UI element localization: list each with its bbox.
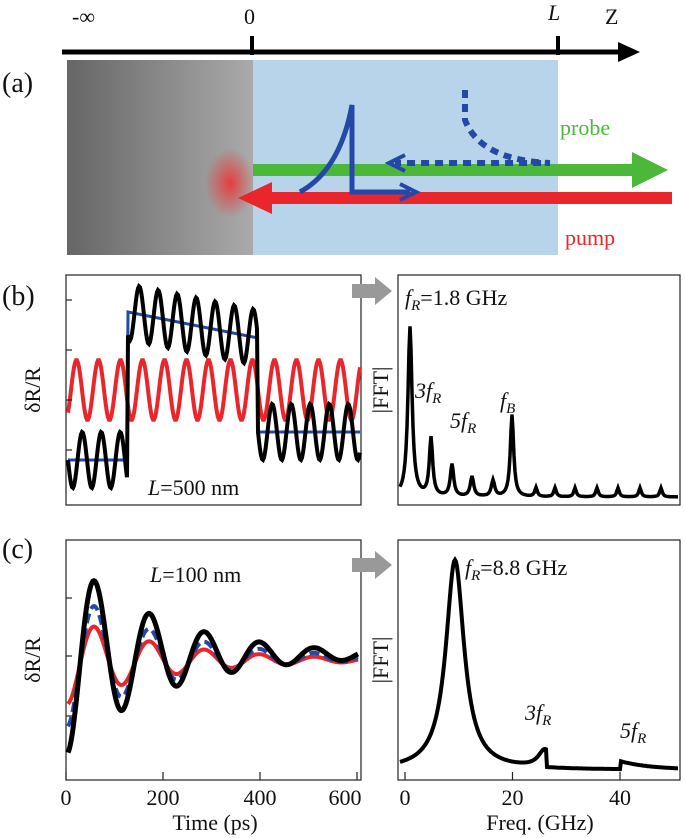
pump-label: pump xyxy=(565,225,615,250)
peak-symbol: f xyxy=(500,388,509,413)
peak-label: fR=1.8 GHz xyxy=(405,285,507,314)
peak-label: 5fR xyxy=(450,408,476,437)
z-arrow xyxy=(618,42,640,62)
fft-label: |FFT| xyxy=(368,637,393,684)
annotation-text: =100 nm xyxy=(162,562,241,587)
x-label: Time (ps) xyxy=(172,810,257,835)
peak-label: 3fR xyxy=(414,378,441,407)
probe-label: probe xyxy=(560,115,610,140)
peak-label: fR=8.8 GHz xyxy=(465,555,567,584)
strain-pulse xyxy=(298,104,410,195)
film-region xyxy=(253,60,558,255)
peak-label: 3fR xyxy=(524,700,551,729)
peak-symbol: f xyxy=(426,378,435,403)
peak-symbol: f xyxy=(461,408,470,433)
plot-frame xyxy=(397,274,681,506)
x-tick-label: 200 xyxy=(147,785,180,810)
peak-sub: R xyxy=(470,568,480,584)
panel-label: (b) xyxy=(2,281,35,312)
axis-origin: 0 xyxy=(244,4,255,29)
plot-frame xyxy=(65,539,362,781)
annotation-symbol: L xyxy=(149,562,162,587)
peak-symbol: f xyxy=(405,285,414,310)
peak-prefix: 5 xyxy=(450,408,461,433)
panel-label: (c) xyxy=(2,534,33,565)
x-tick-label: 0 xyxy=(61,785,72,810)
x-tick-label: 20 xyxy=(502,785,524,810)
peak-symbol: f xyxy=(631,718,640,743)
peak-symbol: f xyxy=(536,700,545,725)
peak-sub: R xyxy=(636,731,646,747)
curve xyxy=(66,282,362,492)
peak-prefix: 3 xyxy=(524,700,536,725)
peak-label: 5fR xyxy=(620,718,646,747)
panel-label: (a) xyxy=(2,68,33,99)
axis-name: Z xyxy=(605,4,618,29)
fft-curve xyxy=(399,555,678,772)
peak-sub: R xyxy=(466,421,476,437)
peak-text: =8.8 GHz xyxy=(480,555,567,580)
curve xyxy=(66,624,359,706)
x-tick-label: 600 xyxy=(329,785,362,810)
peak-text: =1.8 GHz xyxy=(420,285,507,310)
reflected-arrow xyxy=(384,153,406,173)
annotation-text: =500 nm xyxy=(160,475,239,500)
pump-spot xyxy=(205,148,255,218)
peak-sub: R xyxy=(541,713,551,729)
fft-curve xyxy=(398,326,678,499)
curve xyxy=(65,578,360,754)
reflected-pulse xyxy=(395,90,551,166)
curve xyxy=(66,358,362,422)
peak-label: fB xyxy=(500,388,515,417)
annotation: L=100 nm xyxy=(149,562,241,587)
peak-sub: R xyxy=(410,298,420,314)
annotation: L=500 nm xyxy=(147,475,239,500)
peak-sub: R xyxy=(431,391,441,407)
fft-label: |FFT| xyxy=(368,367,393,414)
peak-prefix: 5 xyxy=(620,718,631,743)
axis-end: L xyxy=(547,0,560,25)
x-tick-label: 0 xyxy=(400,785,411,810)
gray-arrow xyxy=(352,277,392,305)
y-label: δR/R xyxy=(20,637,45,683)
y-label: δR/R xyxy=(20,367,45,413)
plot-frame xyxy=(65,274,362,506)
x-tick-label: 400 xyxy=(244,785,277,810)
pulse-arrow xyxy=(399,182,421,202)
x-tick-label: 40 xyxy=(609,785,631,810)
axis-left: -∞ xyxy=(72,4,95,29)
x-label: Freq. (GHz) xyxy=(486,810,594,835)
peak-symbol: f xyxy=(465,555,474,580)
pump-arrow xyxy=(238,182,272,214)
peak-prefix: 3 xyxy=(414,378,426,403)
gray-arrow xyxy=(352,551,392,579)
peak-sub: B xyxy=(506,401,515,417)
annotation-symbol: L xyxy=(147,475,160,500)
probe-arrow xyxy=(632,152,668,188)
plot-frame xyxy=(397,539,681,781)
